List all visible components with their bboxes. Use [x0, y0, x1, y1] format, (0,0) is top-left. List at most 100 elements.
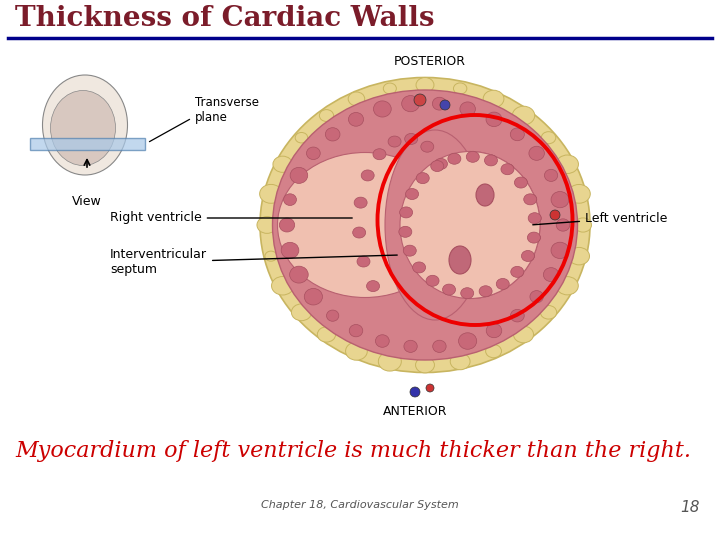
Ellipse shape [318, 327, 336, 342]
Ellipse shape [320, 110, 333, 122]
Ellipse shape [479, 286, 492, 297]
Ellipse shape [410, 387, 420, 397]
Ellipse shape [575, 218, 592, 232]
Ellipse shape [361, 170, 374, 181]
Ellipse shape [510, 309, 524, 322]
Ellipse shape [476, 184, 494, 206]
Ellipse shape [496, 279, 509, 289]
Ellipse shape [413, 262, 426, 273]
Ellipse shape [282, 242, 299, 259]
Ellipse shape [326, 310, 339, 321]
Ellipse shape [510, 128, 524, 141]
Ellipse shape [496, 279, 509, 289]
Ellipse shape [454, 83, 467, 94]
Ellipse shape [513, 106, 535, 125]
Ellipse shape [434, 158, 447, 170]
Ellipse shape [523, 194, 536, 205]
Ellipse shape [279, 218, 294, 232]
Ellipse shape [257, 217, 277, 233]
Ellipse shape [461, 288, 474, 299]
Ellipse shape [403, 245, 416, 256]
Ellipse shape [346, 342, 367, 360]
Ellipse shape [374, 101, 391, 117]
Ellipse shape [354, 197, 367, 208]
Ellipse shape [307, 147, 320, 159]
Ellipse shape [348, 92, 365, 106]
Ellipse shape [375, 335, 390, 347]
Ellipse shape [443, 284, 456, 295]
Ellipse shape [348, 112, 364, 126]
Text: Right ventricle: Right ventricle [110, 212, 352, 225]
Text: 18: 18 [680, 500, 700, 515]
Text: Thickness of Cardiac Walls: Thickness of Cardiac Walls [15, 5, 434, 32]
Ellipse shape [440, 100, 450, 110]
Text: Myocardium of left ventricle is much thicker than the right.: Myocardium of left ventricle is much thi… [15, 440, 691, 462]
Ellipse shape [513, 326, 534, 343]
Ellipse shape [420, 141, 433, 152]
Ellipse shape [485, 345, 501, 357]
Ellipse shape [443, 284, 456, 295]
Ellipse shape [521, 251, 534, 261]
Ellipse shape [476, 184, 494, 206]
Ellipse shape [460, 102, 475, 116]
Ellipse shape [271, 276, 294, 295]
Ellipse shape [292, 304, 312, 321]
Ellipse shape [449, 246, 471, 274]
Ellipse shape [569, 247, 590, 265]
Text: Transverse
plane: Transverse plane [195, 96, 259, 124]
Ellipse shape [400, 207, 413, 218]
Ellipse shape [399, 226, 412, 237]
Ellipse shape [373, 148, 386, 160]
Ellipse shape [461, 288, 474, 299]
Ellipse shape [431, 160, 444, 172]
Ellipse shape [448, 153, 461, 164]
Ellipse shape [485, 155, 498, 166]
Ellipse shape [400, 207, 413, 218]
Ellipse shape [399, 226, 412, 237]
Ellipse shape [557, 155, 578, 173]
Text: Interventricular
septum: Interventricular septum [110, 248, 397, 276]
Ellipse shape [50, 91, 115, 165]
Ellipse shape [514, 177, 527, 188]
Ellipse shape [544, 268, 559, 282]
Ellipse shape [414, 94, 426, 106]
Ellipse shape [305, 288, 323, 305]
Ellipse shape [541, 132, 556, 144]
Ellipse shape [353, 227, 366, 238]
Ellipse shape [405, 188, 418, 199]
Ellipse shape [449, 246, 471, 274]
Ellipse shape [42, 75, 127, 175]
Ellipse shape [426, 384, 434, 392]
Ellipse shape [400, 152, 540, 299]
Ellipse shape [272, 90, 577, 360]
Ellipse shape [405, 133, 418, 144]
Ellipse shape [413, 262, 426, 273]
Ellipse shape [388, 136, 401, 147]
Ellipse shape [459, 333, 477, 349]
Ellipse shape [426, 275, 439, 286]
Ellipse shape [378, 352, 401, 371]
Ellipse shape [550, 210, 560, 220]
Ellipse shape [486, 323, 502, 338]
Ellipse shape [448, 153, 461, 164]
Ellipse shape [277, 152, 452, 298]
Ellipse shape [557, 276, 578, 295]
Text: Chapter 18, Cardiovascular System: Chapter 18, Cardiovascular System [261, 500, 459, 510]
Ellipse shape [521, 251, 534, 261]
Ellipse shape [551, 242, 569, 259]
Ellipse shape [400, 152, 540, 299]
Ellipse shape [486, 112, 502, 126]
Ellipse shape [405, 188, 418, 199]
Ellipse shape [402, 96, 420, 112]
Ellipse shape [450, 353, 470, 370]
Ellipse shape [510, 266, 523, 278]
Ellipse shape [431, 160, 444, 172]
Ellipse shape [432, 97, 446, 110]
Text: Left ventricle: Left ventricle [533, 212, 667, 225]
Ellipse shape [416, 173, 429, 184]
Ellipse shape [467, 151, 480, 163]
Ellipse shape [357, 256, 370, 267]
Text: POSTERIOR: POSTERIOR [394, 55, 466, 68]
Ellipse shape [416, 173, 429, 184]
Ellipse shape [501, 164, 514, 175]
